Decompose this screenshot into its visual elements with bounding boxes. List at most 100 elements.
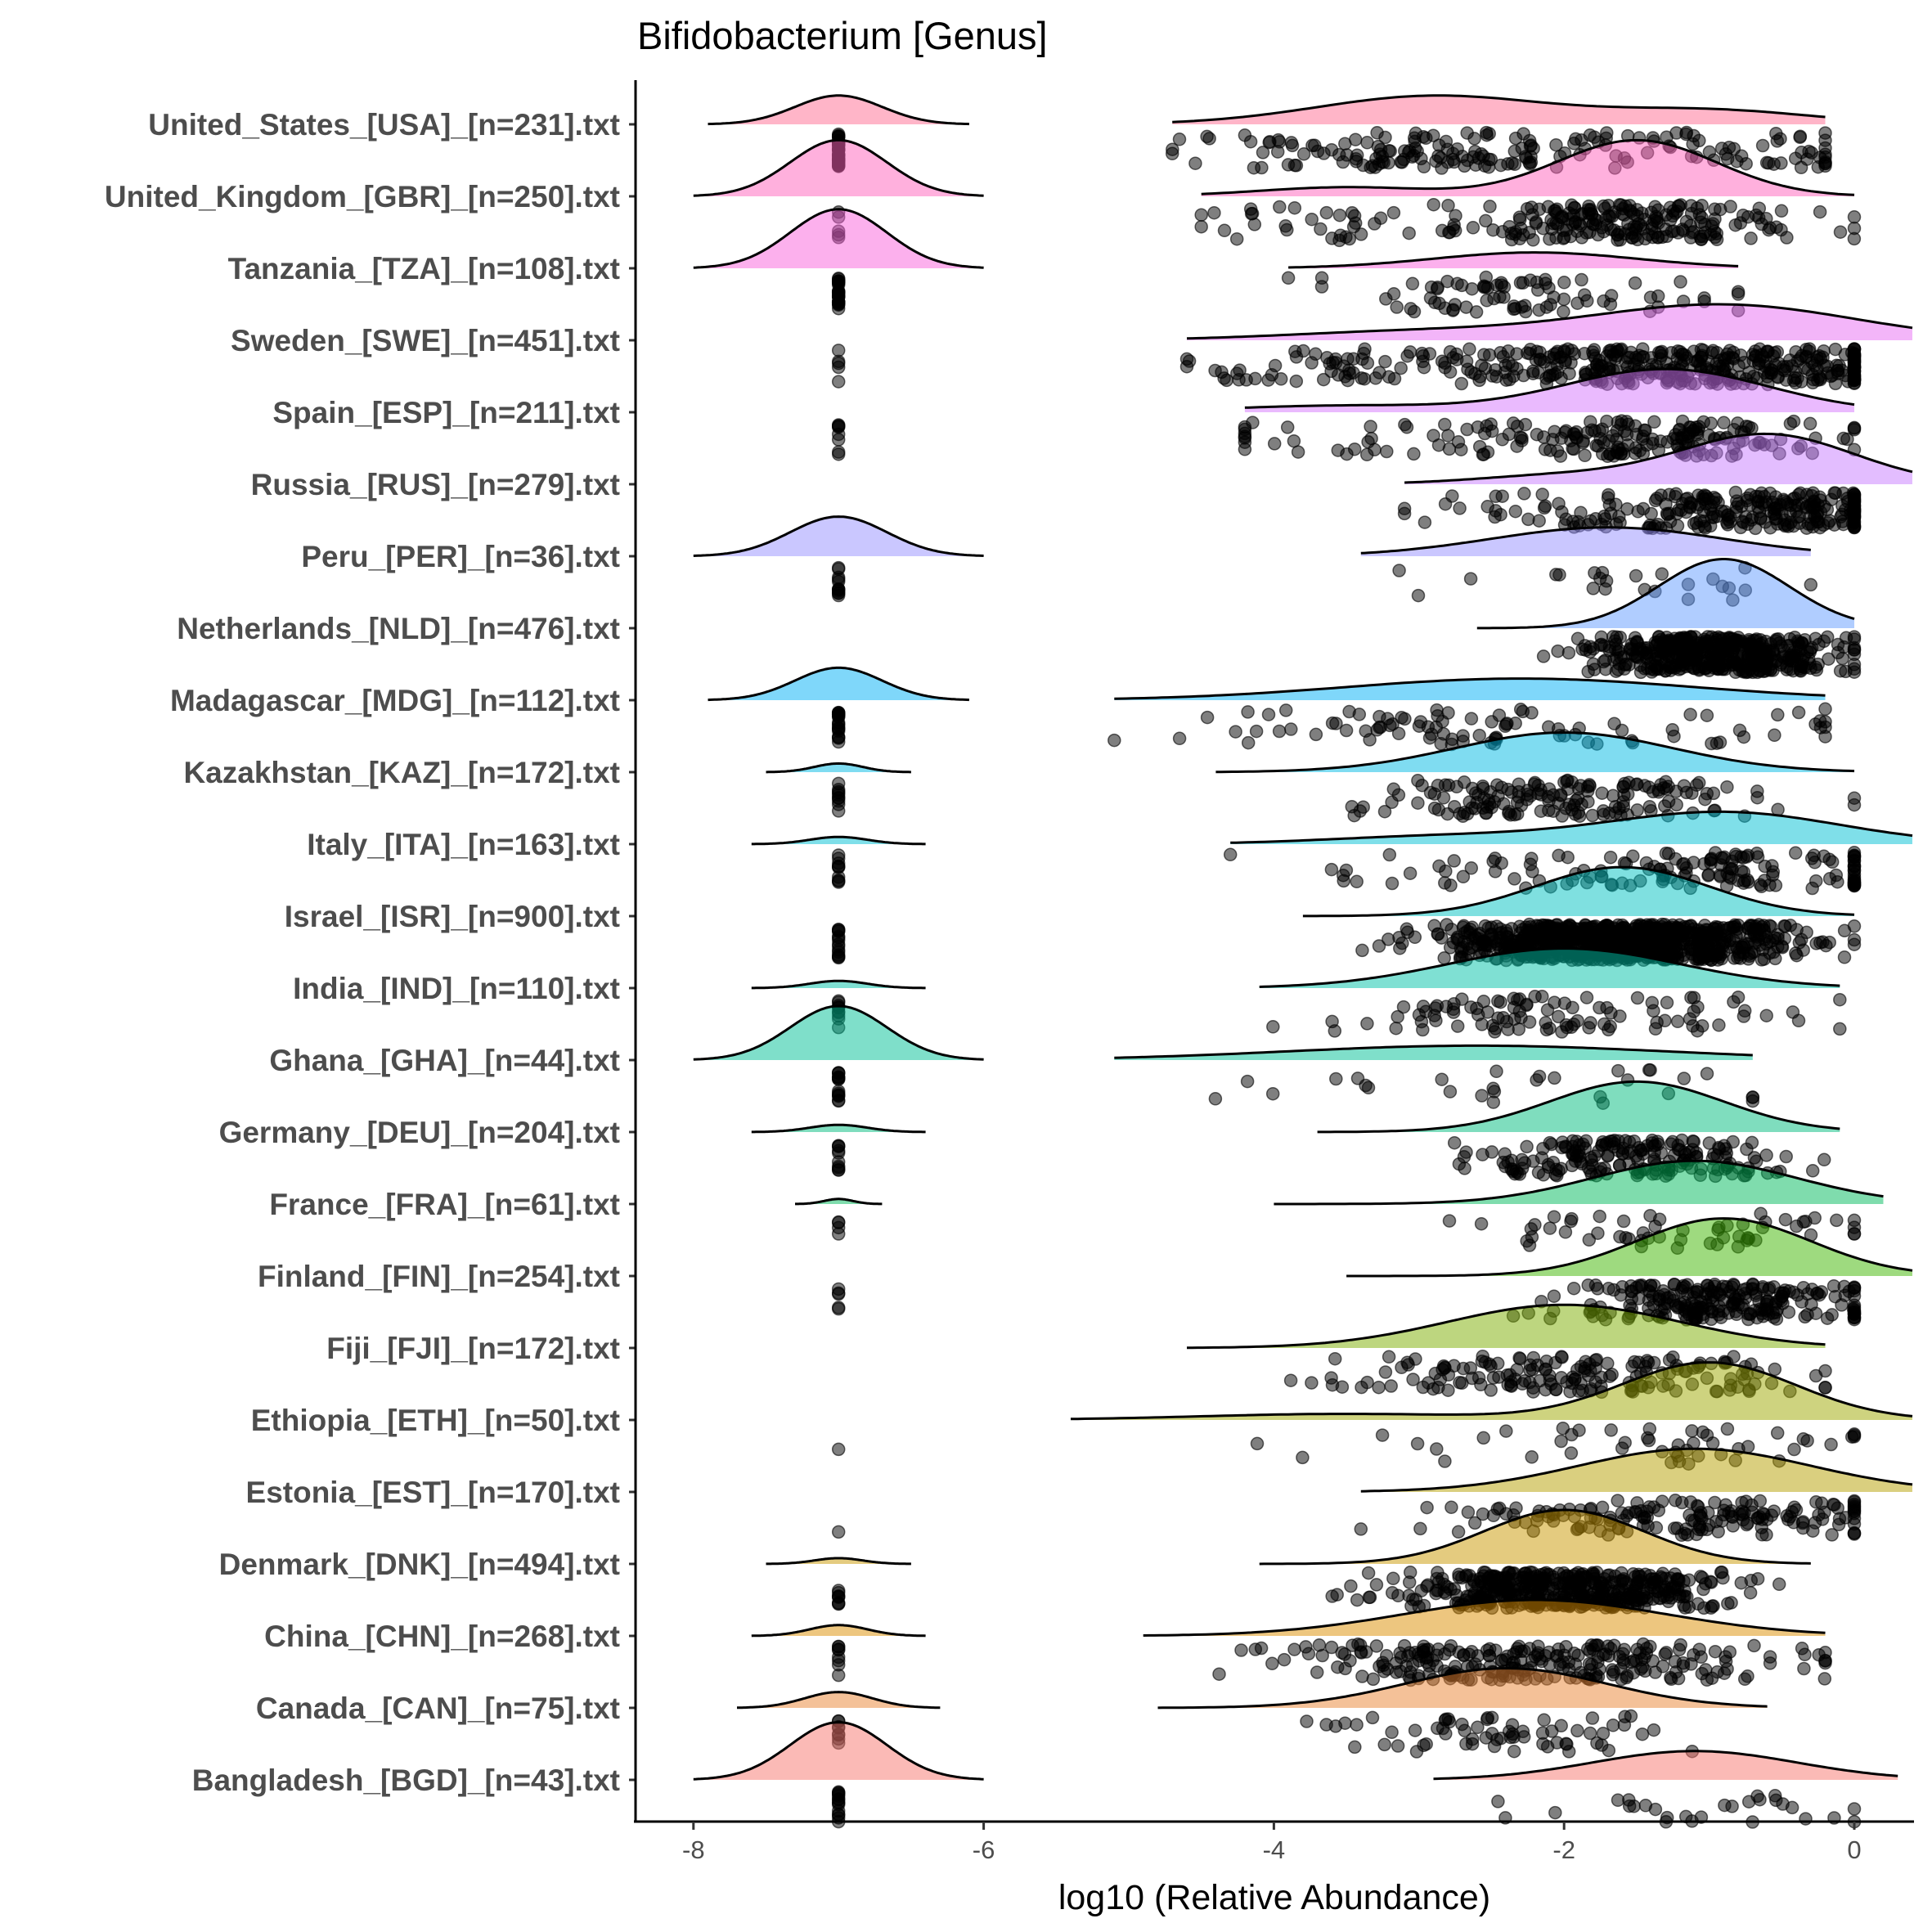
data-point [1547, 1210, 1561, 1224]
data-point [1808, 358, 1822, 372]
data-point [1615, 342, 1629, 357]
data-point [1372, 1380, 1386, 1395]
data-point [1610, 630, 1624, 645]
data-point [1566, 442, 1581, 456]
zero-density-fill [708, 95, 969, 124]
data-point [1794, 160, 1808, 175]
data-point [1531, 366, 1546, 380]
density-outline [1288, 251, 1739, 269]
data-point [1229, 231, 1244, 246]
data-point [1620, 787, 1635, 802]
data-point [1605, 1368, 1619, 1382]
data-point [1772, 1577, 1786, 1592]
data-point [1247, 160, 1261, 175]
data-point [1407, 447, 1421, 461]
data-point [1411, 774, 1425, 788]
data-point [1314, 271, 1329, 285]
data-point [1671, 199, 1686, 213]
data-point [1335, 1380, 1350, 1394]
data-point [1496, 1010, 1511, 1025]
data-point [1108, 733, 1121, 748]
data-point [1447, 1135, 1462, 1150]
data-point [1786, 1516, 1801, 1530]
data-point [1438, 778, 1453, 793]
zero-density-outline [693, 138, 984, 197]
data-point [1588, 663, 1602, 676]
data-point [1314, 222, 1328, 236]
data-point [1577, 288, 1592, 302]
data-point [1606, 449, 1621, 463]
data-point [1543, 1221, 1557, 1235]
data-point [1616, 1214, 1631, 1229]
data-point [1584, 514, 1597, 528]
data-point [1689, 1146, 1704, 1160]
data-point [1438, 1454, 1452, 1468]
row-group [693, 515, 1818, 607]
data-point [1463, 1361, 1478, 1375]
data-point [1356, 158, 1370, 173]
data-point [1648, 1138, 1662, 1152]
data-point [1575, 642, 1589, 657]
data-point [1446, 303, 1460, 317]
data-point [1441, 1383, 1455, 1397]
data-point [1847, 848, 1862, 863]
data-point [1753, 1510, 1767, 1524]
density-fill [1360, 527, 1811, 556]
data-point [1677, 1072, 1692, 1085]
data-point [1820, 630, 1835, 645]
data-point [1656, 781, 1671, 795]
data-point [1265, 1086, 1280, 1101]
data-point [1596, 1134, 1610, 1149]
data-point [1796, 660, 1811, 674]
data-point [1309, 727, 1323, 742]
data-point [1594, 637, 1609, 652]
data-point [1803, 416, 1817, 431]
data-point [1817, 1152, 1831, 1167]
data-point [1674, 275, 1687, 289]
zero-density-fill [693, 140, 984, 196]
data-point [1483, 200, 1497, 213]
data-point [1484, 417, 1498, 431]
data-point [1600, 126, 1614, 140]
data-point [1562, 798, 1576, 811]
data-point [1487, 795, 1502, 809]
data-point [1574, 779, 1588, 793]
data-point [1405, 276, 1420, 291]
data-point [1689, 515, 1704, 530]
data-point [1526, 233, 1540, 247]
data-point [1774, 156, 1788, 170]
data-point [1600, 918, 1614, 932]
data-point [1628, 419, 1642, 433]
data-point [1369, 1578, 1384, 1592]
data-point [1572, 1423, 1586, 1437]
data-point [1238, 443, 1252, 456]
data-point [1390, 300, 1404, 314]
data-point [1802, 344, 1816, 358]
data-point [1514, 1010, 1528, 1025]
data-point [1360, 1017, 1374, 1031]
data-point [1614, 1287, 1628, 1302]
data-point [1660, 995, 1674, 1010]
data-point [1357, 346, 1371, 361]
data-point [1217, 223, 1232, 238]
data-point [1818, 730, 1832, 744]
data-point [1548, 1071, 1561, 1085]
data-point [1523, 157, 1537, 171]
density-fill [1288, 252, 1739, 268]
data-point [1267, 437, 1282, 451]
data-point [1702, 1518, 1716, 1532]
data-point [1429, 720, 1444, 735]
data-point [1508, 131, 1523, 146]
data-point [1688, 648, 1703, 662]
data-point [1678, 1280, 1692, 1294]
data-point [1281, 158, 1296, 172]
density-fill [1244, 369, 1854, 412]
data-point [1670, 519, 1685, 533]
data-point [1644, 351, 1659, 365]
data-point [1757, 923, 1771, 937]
data-point [1620, 931, 1635, 946]
data-point [1629, 1281, 1643, 1295]
data-point [1559, 424, 1573, 438]
data-point [1316, 372, 1331, 387]
data-point [1551, 644, 1565, 658]
